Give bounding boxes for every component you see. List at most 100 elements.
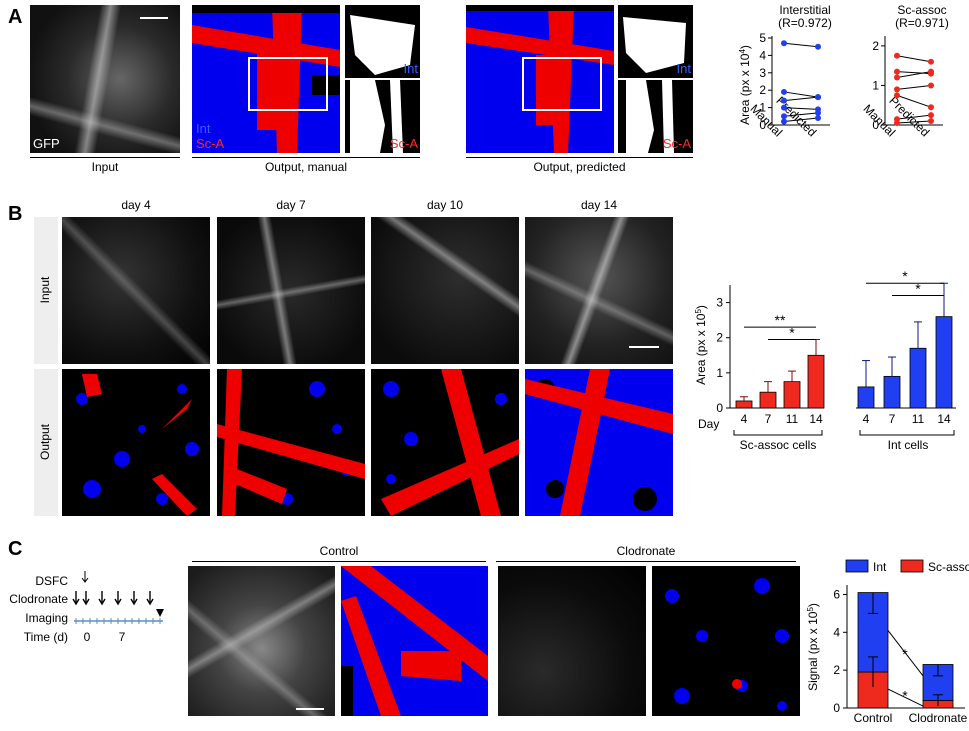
manual-underline <box>192 157 420 158</box>
day-label-3: day 14 <box>580 198 618 212</box>
c-sig-connector <box>887 688 924 707</box>
interstitial-pair-line <box>783 96 819 102</box>
manual-sc-mask: Sc-A <box>345 80 420 153</box>
interstitial-subtitle: (R=0.972) <box>778 16 832 30</box>
interstitial-ytick-label: 0 <box>759 118 766 132</box>
timeline-t0: 0 <box>84 630 91 644</box>
b-xtick-label: 14 <box>937 412 951 426</box>
panel-b-letter: B <box>8 203 23 225</box>
group-header-control: Control <box>319 544 359 558</box>
b-sig-label: * <box>789 324 795 340</box>
day-label-1: day 7 <box>276 198 306 212</box>
b-xtick-label: 4 <box>863 412 870 426</box>
roi-box <box>522 57 602 111</box>
b-bar <box>735 400 753 409</box>
scassoc-ytick-label: 2 <box>872 39 879 53</box>
day-label-2: day 10 <box>426 198 464 212</box>
control-line <box>192 561 486 562</box>
b-ytick-label: 0 <box>716 401 723 415</box>
scassoc-point-manual <box>894 68 900 75</box>
scassoc-point-predicted <box>928 104 934 111</box>
c-ytick-label: 0 <box>833 701 840 715</box>
interstitial-ylabel: Area (px x 104) <box>738 45 752 125</box>
b-day-label: Day <box>698 417 719 431</box>
sc-a-label: Sc-A <box>389 136 418 151</box>
c-clodronate-output <box>652 566 800 716</box>
scassoc-ytick-label: 0 <box>872 118 879 132</box>
b-bar <box>909 347 927 409</box>
b-bar <box>935 316 953 409</box>
panel-a-input-image: GFP <box>30 5 180 153</box>
b-input-day10 <box>371 217 519 364</box>
c-xtick-label: Control <box>854 711 893 725</box>
clodronate-line <box>496 561 796 562</box>
caption-input: Input <box>91 160 119 174</box>
predicted-underline <box>466 157 693 158</box>
interstitial-point-manual <box>781 104 787 111</box>
interstitial-ytick-label: 3 <box>759 66 766 80</box>
scassoc-title: Sc-assoc <box>897 3 946 17</box>
interstitial-point-manual <box>781 118 787 125</box>
interstitial-ytick-label: 1 <box>759 101 766 115</box>
interstitial-pair-line <box>783 117 819 123</box>
int-label: Int <box>676 61 691 76</box>
interstitial-ytick-label: 4 <box>759 48 766 62</box>
panel-a-predicted-seg <box>466 5 614 153</box>
b-xtick-label: 14 <box>809 412 823 426</box>
interstitial-point-predicted <box>815 94 821 101</box>
interstitial-point-manual <box>781 88 787 95</box>
legend-int-label: Int <box>873 560 887 574</box>
b-xtick-label: 4 <box>741 412 748 426</box>
dsfc-arrow <box>81 571 89 583</box>
row-label-bg-input <box>34 217 58 364</box>
int-label: Int <box>196 121 211 136</box>
b-group-bracket-1 <box>859 430 955 436</box>
clodronate-arrows <box>72 591 154 606</box>
manual-int-mask: Int <box>345 5 420 78</box>
b-output-day7 <box>217 369 365 516</box>
interstitial-ytick-label: 5 <box>759 31 766 45</box>
b-output-day10 <box>371 369 519 516</box>
scassoc-point-manual <box>894 86 900 93</box>
caption-manual: Output, manual <box>264 160 348 174</box>
panel-a-manual-seg: Int Sc-A <box>192 5 340 153</box>
scassoc-pair-line <box>896 71 932 75</box>
interstitial-point-manual <box>781 113 787 120</box>
scassoc-point-predicted <box>928 58 934 65</box>
b-sig-label: ** <box>775 312 786 328</box>
c-sig-label: * <box>902 687 908 703</box>
timeline-t7: 7 <box>119 630 126 644</box>
scassoc-pair-line <box>896 94 932 108</box>
b-bar <box>807 354 825 409</box>
c-control-input <box>188 566 335 716</box>
roi-box <box>248 57 328 111</box>
scale-bar <box>296 708 324 710</box>
c-ytick-label: 6 <box>833 587 840 601</box>
predicted-int-mask: Int <box>618 5 693 78</box>
c-control-output <box>341 566 488 716</box>
b-ytick-label: 1 <box>716 366 723 380</box>
scale-bar <box>629 346 659 348</box>
b-bar <box>783 381 801 409</box>
timeline-imaging: Imaging <box>25 611 68 625</box>
scassoc-point-manual <box>894 52 900 59</box>
b-ylabel: Area (px x 105) <box>694 305 708 385</box>
timeline-time: Time (d) <box>24 630 68 644</box>
imaging-marker <box>156 609 164 617</box>
scassoc-point-predicted <box>928 112 934 119</box>
interstitial-title: Interstitial <box>779 3 830 17</box>
row-label-bg-output <box>34 369 58 516</box>
scale-bar <box>140 17 168 19</box>
interstitial-point-predicted <box>815 43 821 50</box>
b-group-bracket-0 <box>733 430 823 436</box>
scassoc-point-predicted <box>928 82 934 89</box>
scassoc-subtitle: (R=0.971) <box>895 16 949 30</box>
int-label: Int <box>403 61 418 76</box>
scassoc-pair-line <box>896 71 932 79</box>
scassoc-point-manual <box>894 120 900 127</box>
panel-c-timeline: DSFC Clodronate Imaging Time (d) 0 7 <box>9 571 164 644</box>
b-bar <box>883 375 901 409</box>
panel-c-chart: Int Sc-assoc Signal (px x 105) 0 2 4 6 Cont… <box>806 559 969 725</box>
legend-sc-label: Sc-assoc <box>928 560 969 574</box>
